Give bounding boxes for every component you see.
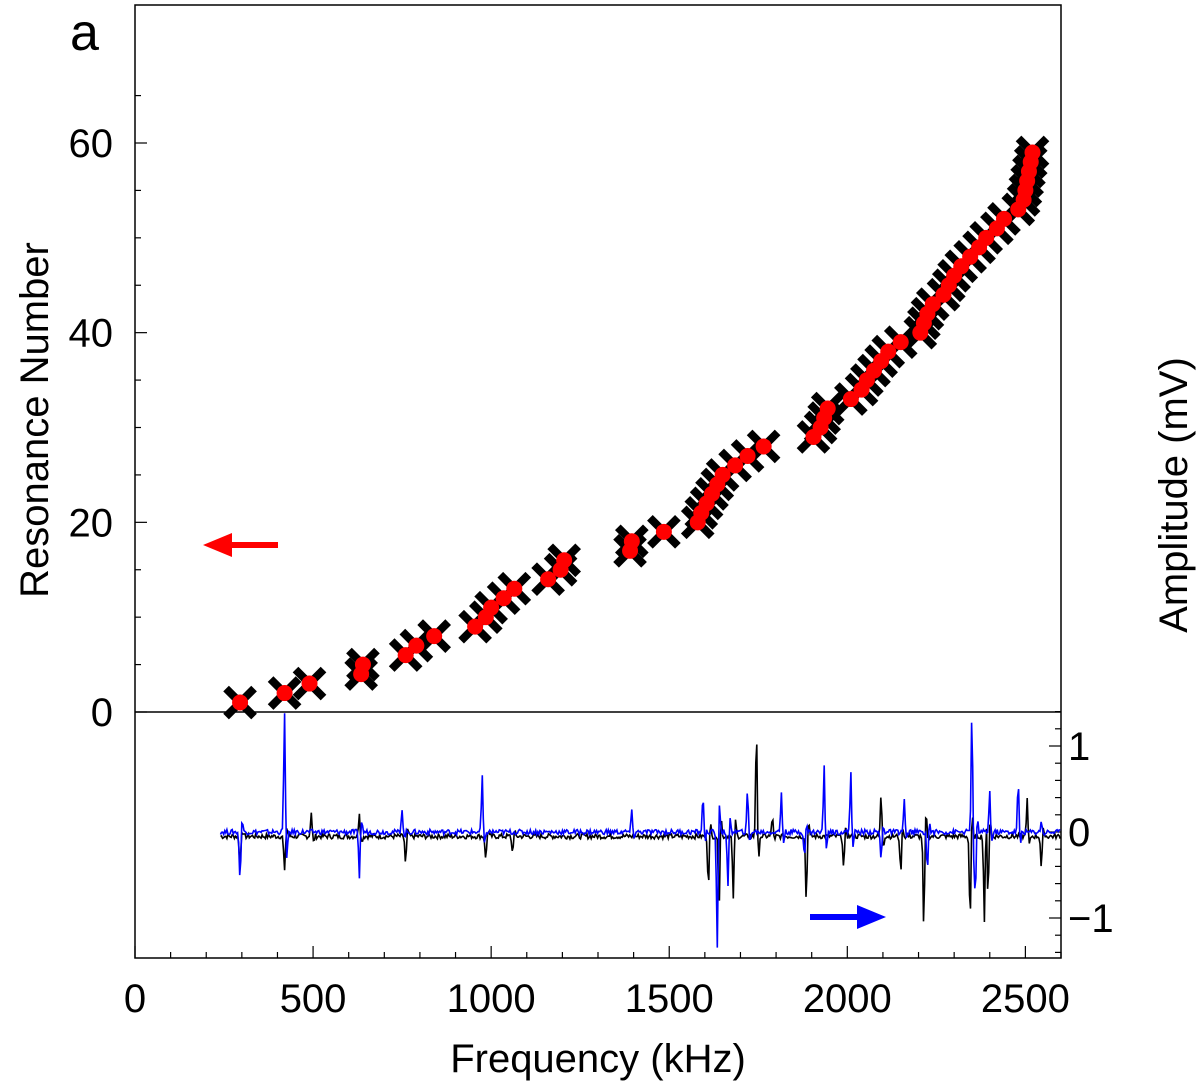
red-dot <box>714 466 731 483</box>
x-tick-label: 2000 <box>803 977 892 1021</box>
tick-labels: 0 500 1000 1500 2000 2500 0 20 40 60 1 0 −1 <box>69 122 1114 1021</box>
right-tick-label: −1 <box>1068 897 1114 941</box>
left-axis-title: Resonance Number <box>13 242 57 598</box>
right-axis-title: Amplitude (mV) <box>1152 357 1196 633</box>
red-dot <box>426 628 443 645</box>
amplitude-traces <box>219 713 1062 948</box>
red-dot <box>892 334 909 351</box>
red-left-arrow <box>203 533 278 557</box>
left-tick-label: 40 <box>69 312 114 356</box>
red-dot <box>495 590 512 607</box>
plot-frame <box>134 4 1062 959</box>
right-tick-label: 1 <box>1068 725 1090 769</box>
panel-label: a <box>70 4 99 62</box>
left-tick-label: 20 <box>69 501 114 545</box>
red-dot <box>727 457 744 474</box>
red-dot <box>739 447 756 464</box>
red-dot <box>623 533 640 550</box>
red-markers <box>232 144 1041 711</box>
axis-ticks <box>134 94 1062 958</box>
red-dot <box>276 685 293 702</box>
x-tick-label: 1000 <box>447 977 536 1021</box>
left-tick-label: 0 <box>91 691 113 735</box>
red-dot <box>506 580 523 597</box>
red-dot <box>1024 144 1041 161</box>
red-dot <box>819 400 836 417</box>
red-dot <box>483 599 500 616</box>
red-dot <box>880 343 897 360</box>
red-dot <box>655 523 672 540</box>
x-tick-label: 500 <box>280 977 347 1021</box>
cross-markers <box>223 135 1050 720</box>
red-dot <box>232 694 249 711</box>
red-dot <box>540 571 557 588</box>
red-dot <box>354 656 371 673</box>
x-tick-label: 0 <box>124 977 146 1021</box>
x-axis-title: Frequency (kHz) <box>450 1037 746 1081</box>
red-dot <box>978 229 995 246</box>
red-dot <box>408 637 425 654</box>
red-dot <box>467 618 484 635</box>
red-dot <box>924 296 941 313</box>
red-dot <box>556 552 573 569</box>
x-tick-label: 1500 <box>625 977 714 1021</box>
blue-right-arrow <box>810 905 886 929</box>
x-tick-label: 2500 <box>981 977 1070 1021</box>
right-tick-label: 0 <box>1068 811 1090 855</box>
red-dot <box>397 647 414 664</box>
red-dot <box>996 210 1013 227</box>
red-dot <box>301 675 318 692</box>
red-dot <box>755 438 772 455</box>
amplitude-trace <box>219 713 1061 948</box>
left-tick-label: 60 <box>69 122 114 166</box>
red-dot <box>842 391 859 408</box>
